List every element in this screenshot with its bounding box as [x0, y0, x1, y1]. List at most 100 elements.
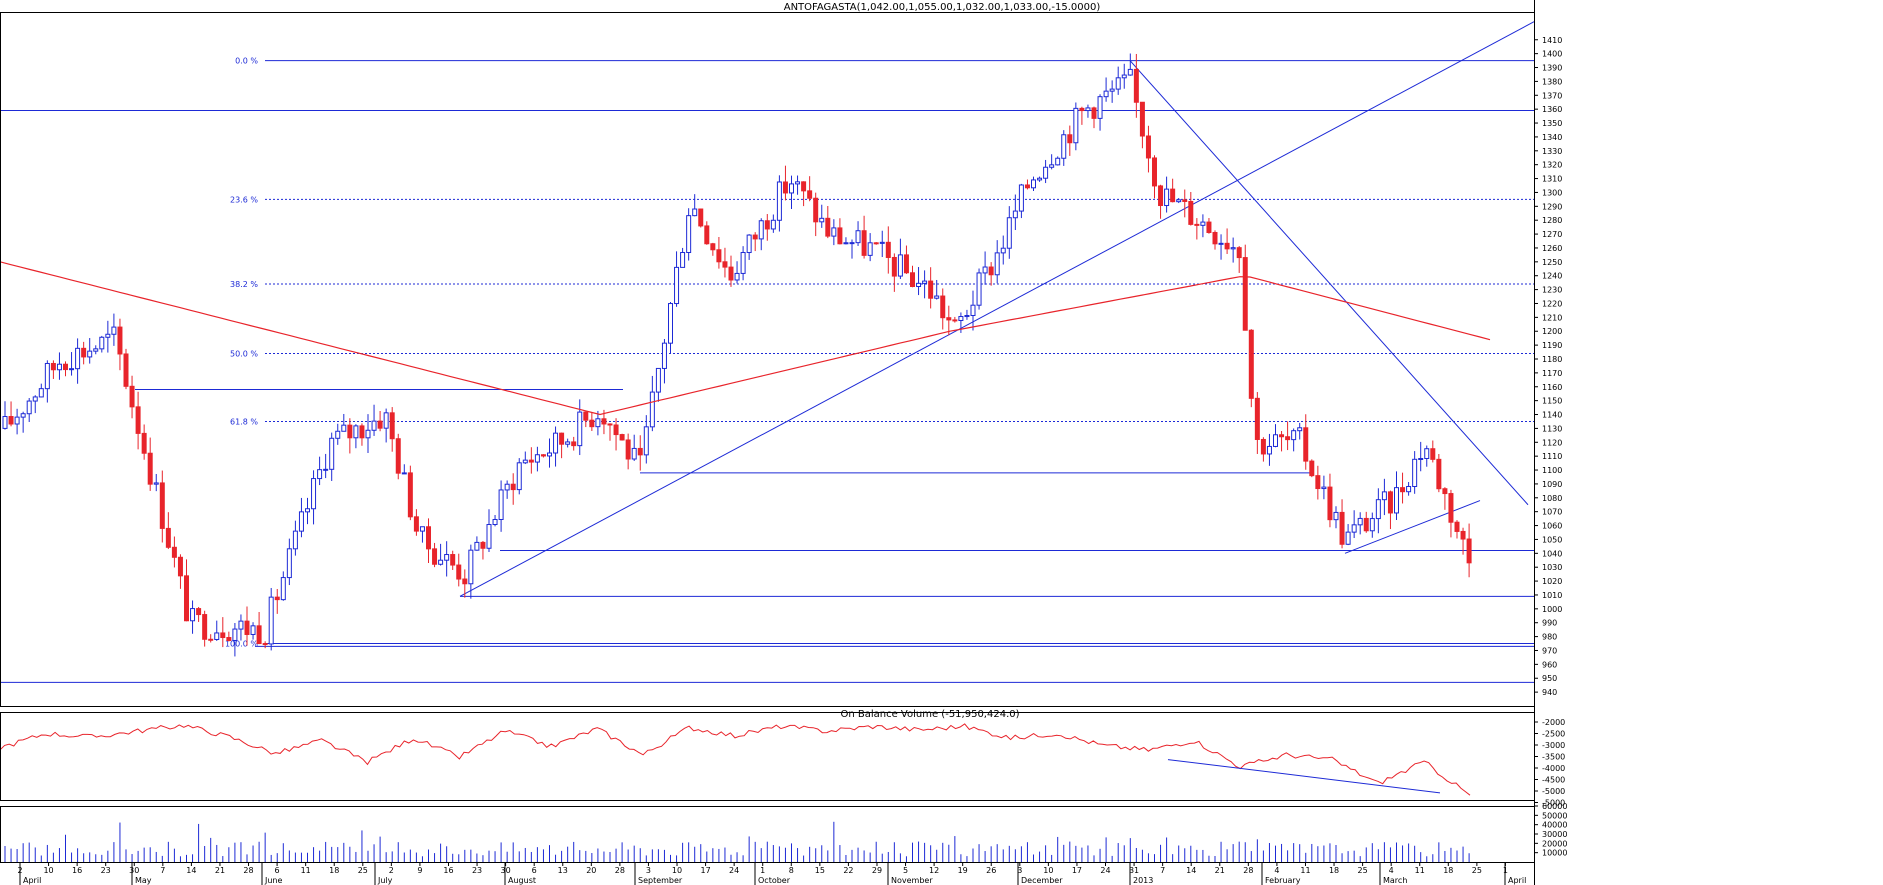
candle-body	[782, 181, 788, 194]
obv-title: On Balance Volume (-51,950,424.0)	[840, 709, 1019, 720]
price-tick-label: 1220	[1542, 299, 1562, 308]
day-tick-label: 25	[1472, 866, 1482, 875]
candle-body	[668, 303, 673, 344]
day-tick-label: 4	[1389, 866, 1394, 875]
price-tick-label: 1360	[1542, 105, 1562, 114]
candle-body	[1073, 107, 1079, 144]
price-tick-label: 1140	[1542, 411, 1562, 420]
price-tick-label: 1390	[1542, 64, 1562, 73]
price-tick-label: 1070	[1542, 508, 1562, 517]
candle-body	[970, 304, 976, 317]
month-label: November	[891, 876, 933, 885]
candle-body	[1309, 460, 1315, 477]
candle-body	[111, 326, 117, 335]
candle-body	[698, 208, 704, 227]
candle-body	[1248, 329, 1254, 399]
candle-body	[347, 424, 353, 439]
price-tick-label: 1120	[1542, 438, 1562, 447]
candle-body	[286, 548, 292, 579]
candle-body	[1291, 430, 1297, 441]
candle-body	[1369, 518, 1375, 532]
price-panel: 0.0 % 23.6 % 38.2 % 50.0 % 61.8 % 100.0 %	[0, 21, 1535, 683]
volume-tick-label: 20000	[1542, 839, 1567, 848]
price-tick-label: 980	[1542, 633, 1557, 642]
candle-body	[274, 596, 280, 601]
candle-body	[280, 577, 286, 601]
candle-body	[75, 347, 81, 370]
candle-body	[371, 420, 377, 431]
candle-body	[504, 483, 510, 491]
candle-body	[1339, 511, 1345, 545]
day-tick-label: 18	[329, 866, 339, 875]
month-label: October	[758, 876, 791, 885]
day-tick-label: 17	[1072, 866, 1082, 875]
day-tick-label: 12	[929, 866, 939, 875]
obv-tick-label: -3500	[1542, 753, 1565, 762]
candle-body	[1018, 184, 1024, 212]
candle-body	[1224, 242, 1230, 250]
candle-body	[1357, 517, 1363, 526]
candle-body	[1242, 257, 1248, 331]
candle-body	[432, 548, 438, 565]
price-tick-label: 1080	[1542, 494, 1562, 503]
candle-body	[335, 430, 341, 439]
day-tick-label: 21	[1215, 866, 1225, 875]
candle-body	[510, 483, 516, 491]
candle-body	[1266, 445, 1272, 455]
candle-body	[1139, 101, 1145, 137]
candle-body	[305, 508, 310, 513]
candle-body	[353, 425, 359, 439]
candle-body	[141, 432, 147, 454]
candle-body	[976, 272, 982, 306]
candle-body	[716, 249, 722, 263]
candle-body	[159, 482, 165, 529]
candle-body	[746, 234, 752, 254]
candle-body	[752, 234, 758, 240]
trend-line	[459, 21, 1535, 597]
month-label: April	[23, 876, 41, 885]
day-tick-label: 13	[558, 866, 568, 875]
candle-body	[1182, 199, 1188, 202]
candle-body	[613, 424, 619, 436]
price-tick-label: 1130	[1542, 424, 1562, 433]
candle-body	[1158, 185, 1164, 207]
candle-body	[2, 416, 8, 429]
month-label: May	[135, 876, 152, 885]
candle-body	[81, 347, 87, 358]
month-label: August	[508, 876, 536, 885]
candle-body	[1333, 511, 1339, 521]
price-tick-label: 1330	[1542, 147, 1562, 156]
candle-body	[323, 468, 329, 471]
candle-body	[474, 541, 480, 551]
candle-body	[20, 413, 26, 418]
candle-body	[1387, 491, 1393, 514]
day-tick-label: 2	[389, 866, 394, 875]
price-tick-label: 1380	[1542, 77, 1562, 86]
candle-body	[534, 454, 540, 463]
candle-body	[903, 254, 909, 274]
day-tick-label: 23	[472, 866, 482, 875]
candle-body	[1188, 200, 1194, 225]
candle-body	[196, 608, 202, 616]
month-label: September	[638, 876, 683, 885]
candle-body	[1206, 221, 1212, 233]
candles	[2, 53, 1472, 657]
candle-body	[262, 643, 268, 646]
fib-level-label: 23.6 %	[230, 195, 258, 204]
volume-tick-label: 50000	[1542, 811, 1567, 820]
candle-body	[867, 242, 873, 256]
candle-body	[855, 230, 861, 244]
candle-body	[649, 391, 655, 428]
day-tick-label: 18	[1443, 866, 1453, 875]
candle-body	[438, 559, 444, 565]
candle-body	[1085, 107, 1091, 112]
candle-body	[897, 254, 903, 277]
candle-body	[238, 620, 244, 630]
day-tick-label: 10	[672, 866, 682, 875]
obv-tick-label: -5000	[1542, 799, 1565, 808]
obv-panel: On Balance Volume (-51,950,424.0) -2000 -…	[0, 709, 1565, 808]
day-tick-label: 16	[72, 866, 82, 875]
candle-body	[419, 526, 425, 532]
candle-body	[559, 432, 565, 445]
candle-body	[891, 256, 897, 277]
